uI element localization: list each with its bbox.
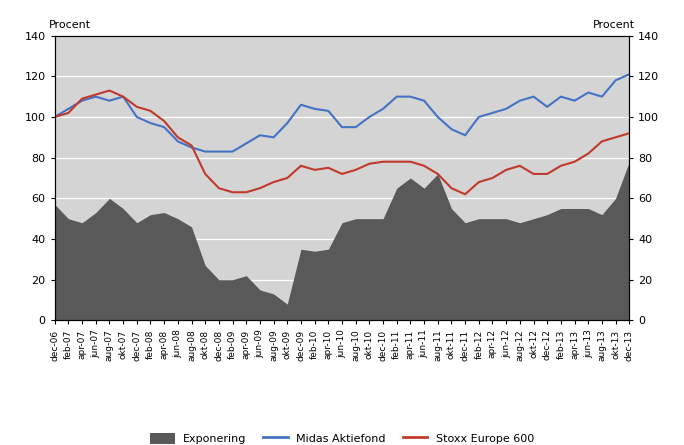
- Legend: Exponering, Midas Aktiefond, Stoxx Europe 600: Exponering, Midas Aktiefond, Stoxx Europ…: [145, 429, 539, 445]
- Text: Procent: Procent: [49, 20, 91, 30]
- Text: Procent: Procent: [593, 20, 635, 30]
